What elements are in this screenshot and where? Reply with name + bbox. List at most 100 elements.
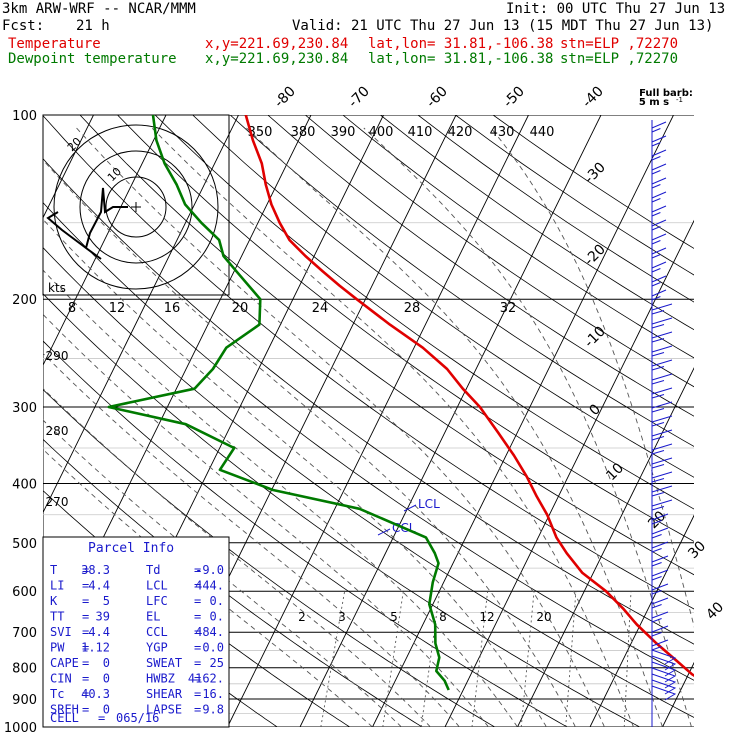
pressure-label-1000: 1000 [4, 721, 37, 736]
pressure-label-200: 200 [12, 293, 37, 308]
parcel-param-name: Td [146, 563, 160, 577]
parcel-param-value: 16. [202, 687, 224, 701]
dry-adiabat [117, 115, 694, 542]
dry-adiabat [267, 115, 694, 417]
parcel-param-value: 5 [103, 594, 110, 608]
moist-adiabat [43, 352, 460, 727]
wind-barb [651, 513, 669, 525]
model-name: 3km ARW-WRF -- NCAR/MMM [2, 1, 196, 17]
temperature-legend-xy: x,y=221.69,230.84 [205, 36, 349, 52]
dry-adiabat [43, 340, 568, 727]
theta-label-side: 280 [46, 424, 69, 438]
wind-barb [651, 597, 669, 609]
annotation-arrow [377, 528, 391, 536]
parcel-param-value: 0 [103, 703, 110, 717]
parcel-param-value: 9.8 [202, 703, 224, 717]
dry-adiabat [154, 115, 694, 510]
moist-adiabat [363, 127, 692, 727]
parcel-info-title: Parcel Info [88, 541, 174, 556]
dry-adiabat [417, 115, 694, 303]
wind-barb [651, 345, 673, 357]
dewpoint-profile [107, 115, 450, 691]
wind-barb [651, 685, 677, 701]
wind-barb [651, 443, 673, 455]
forecast-hour: 21 h [76, 18, 110, 34]
isotherm-label: -50 [500, 83, 527, 110]
wind-barb [651, 471, 673, 483]
dry-adiabat [79, 115, 694, 576]
wind-barb [651, 401, 673, 413]
parcel-equals: = [82, 672, 89, 686]
wind-barb [651, 317, 673, 329]
mixing-ratio-label-lower: 3 [338, 610, 346, 624]
parcel-info-box [42, 536, 230, 728]
theta-label-top: 390 [331, 125, 356, 140]
wind-barb [651, 261, 667, 273]
parcel-equals: = [194, 687, 201, 701]
parcel-param-value: 0 [103, 656, 110, 670]
isotherm-label: -60 [423, 83, 450, 110]
parcel-equals: = [194, 594, 201, 608]
wind-barb [651, 303, 673, 315]
wind-barb [651, 625, 669, 637]
mixing-ratio-label-upper: 16 [164, 301, 181, 316]
pressure-label-600: 600 [12, 585, 37, 600]
parcel-param-value: 484. [195, 625, 224, 639]
dewpoint-legend-station: stn=ELP ,72270 [560, 51, 679, 67]
valid-time: Valid: 21 UTC Thu 27 Jun 13 (15 MDT Thu … [292, 18, 714, 34]
mixing-ratio-label-upper: 12 [109, 301, 126, 316]
isotherm-line [299, 115, 602, 727]
isotherm-line [517, 367, 694, 727]
theta-label-top: 440 [530, 125, 555, 140]
parcel-param-value: -9.0 [195, 563, 224, 577]
annotation-arrow [403, 504, 417, 512]
barb-legend-title: Full barb: [639, 88, 693, 99]
parcel-param-name: SWEAT [146, 656, 182, 670]
wind-barb [651, 121, 667, 133]
moist-adiabat [76, 127, 605, 727]
parcel-param-name: T [50, 563, 57, 577]
barb-legend-value: 5 m s [639, 97, 669, 108]
hodograph-ring-outer [53, 124, 219, 290]
wind-barb [651, 163, 667, 175]
moist-adiabat [43, 269, 518, 727]
mixing-ratio-label-lower: 20 [536, 610, 551, 624]
theta-label-top: 350 [248, 125, 273, 140]
dewpoint-legend-xy: x,y=221.69,230.84 [205, 51, 349, 67]
isotherm-label: -10 [581, 323, 608, 350]
parcel-equals: = [194, 579, 201, 593]
parcel-cell-value: 065/16 [116, 711, 159, 725]
parcel-param-name: CCL [146, 625, 168, 639]
dewpoint-legend-latlon: lat,lon= 31.81,-106.38 [368, 51, 554, 67]
wind-barb [651, 331, 673, 343]
dry-adiabat [43, 158, 694, 645]
hodograph-ring-mid [79, 150, 193, 264]
isotherm-label: 30 [685, 538, 709, 562]
parcel-equals: = [82, 563, 89, 577]
parcel-param-name: HWBZ [146, 672, 175, 686]
moist-adiabat [43, 448, 373, 727]
parcel-param-value: 4.4 [88, 579, 110, 593]
wind-barb [651, 457, 673, 469]
parcel-param-value: 1.12 [81, 641, 110, 655]
hodograph-ring-label: 20 [65, 135, 84, 154]
wind-barb [651, 541, 669, 553]
parcel-equals: = [194, 641, 201, 655]
dry-adiabat [229, 115, 694, 447]
theta-label-top: 380 [291, 125, 316, 140]
parcel-equals: = [82, 703, 89, 717]
pressure-label-100: 100 [12, 109, 37, 124]
parcel-param-name: LI [50, 579, 64, 593]
parcel-equals: = [194, 625, 201, 639]
dry-adiabat [43, 202, 694, 681]
mixing-ratio-label-upper: 32 [500, 301, 517, 316]
wind-barb [651, 569, 669, 581]
isotherm-label: -20 [581, 241, 608, 268]
parcel-param-value: 0. [210, 594, 224, 608]
parcel-equals: = [194, 703, 201, 717]
parcel-param-value: 39 [96, 610, 110, 624]
parcel-param-name: Tc [50, 687, 64, 701]
wind-barb [651, 527, 669, 539]
isotherm-line [43, 115, 167, 367]
hodograph-trace [46, 187, 128, 260]
